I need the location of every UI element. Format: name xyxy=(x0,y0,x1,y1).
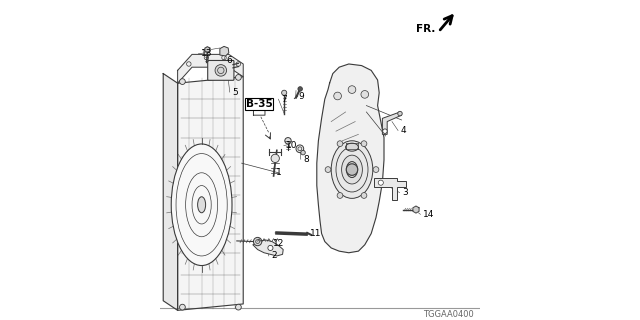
Circle shape xyxy=(298,87,303,91)
Text: 14: 14 xyxy=(423,210,435,219)
Text: 12: 12 xyxy=(273,239,284,248)
Circle shape xyxy=(361,141,367,147)
Text: B-35: B-35 xyxy=(246,99,273,109)
FancyBboxPatch shape xyxy=(208,60,234,80)
Circle shape xyxy=(325,167,331,172)
Circle shape xyxy=(282,90,287,95)
Ellipse shape xyxy=(346,143,358,151)
Ellipse shape xyxy=(331,141,372,198)
Text: TGGAA0400: TGGAA0400 xyxy=(423,310,474,319)
Text: FR.: FR. xyxy=(416,24,435,34)
Text: 10: 10 xyxy=(287,141,298,150)
Circle shape xyxy=(224,61,230,67)
Circle shape xyxy=(236,304,241,310)
Circle shape xyxy=(346,164,358,175)
Text: 7: 7 xyxy=(281,95,287,104)
FancyBboxPatch shape xyxy=(210,67,232,78)
Circle shape xyxy=(296,145,304,153)
Ellipse shape xyxy=(198,197,205,213)
Circle shape xyxy=(361,91,369,98)
Circle shape xyxy=(348,86,356,93)
Circle shape xyxy=(268,245,273,251)
Text: 5: 5 xyxy=(232,88,238,97)
Text: 4: 4 xyxy=(401,126,406,135)
Text: 2: 2 xyxy=(271,252,277,260)
Circle shape xyxy=(337,193,343,198)
Circle shape xyxy=(361,193,367,198)
Circle shape xyxy=(333,92,341,100)
Circle shape xyxy=(217,63,225,71)
Circle shape xyxy=(180,304,186,310)
Polygon shape xyxy=(317,64,384,253)
Polygon shape xyxy=(382,112,401,134)
Text: 11: 11 xyxy=(310,229,322,238)
Ellipse shape xyxy=(346,162,358,178)
Circle shape xyxy=(253,237,262,246)
Polygon shape xyxy=(253,240,284,256)
Polygon shape xyxy=(178,77,243,310)
Text: 3: 3 xyxy=(402,188,408,197)
Circle shape xyxy=(397,111,402,116)
Text: 13: 13 xyxy=(201,49,212,58)
Polygon shape xyxy=(163,74,178,310)
Text: 9: 9 xyxy=(298,92,304,101)
Ellipse shape xyxy=(172,144,232,266)
Circle shape xyxy=(378,180,383,185)
Polygon shape xyxy=(205,47,210,52)
Circle shape xyxy=(215,65,227,76)
Circle shape xyxy=(301,150,305,155)
Circle shape xyxy=(373,167,379,172)
Circle shape xyxy=(271,154,280,163)
Text: 8: 8 xyxy=(303,155,309,164)
Circle shape xyxy=(285,138,291,144)
Ellipse shape xyxy=(342,155,362,184)
Polygon shape xyxy=(374,178,406,200)
Circle shape xyxy=(180,79,186,84)
Polygon shape xyxy=(220,46,229,56)
Circle shape xyxy=(236,75,241,80)
Text: 1: 1 xyxy=(276,168,282,177)
Polygon shape xyxy=(253,100,265,115)
Polygon shape xyxy=(178,54,243,83)
Polygon shape xyxy=(413,206,419,213)
Circle shape xyxy=(337,141,343,147)
Circle shape xyxy=(383,129,387,133)
Text: 6: 6 xyxy=(227,56,232,65)
